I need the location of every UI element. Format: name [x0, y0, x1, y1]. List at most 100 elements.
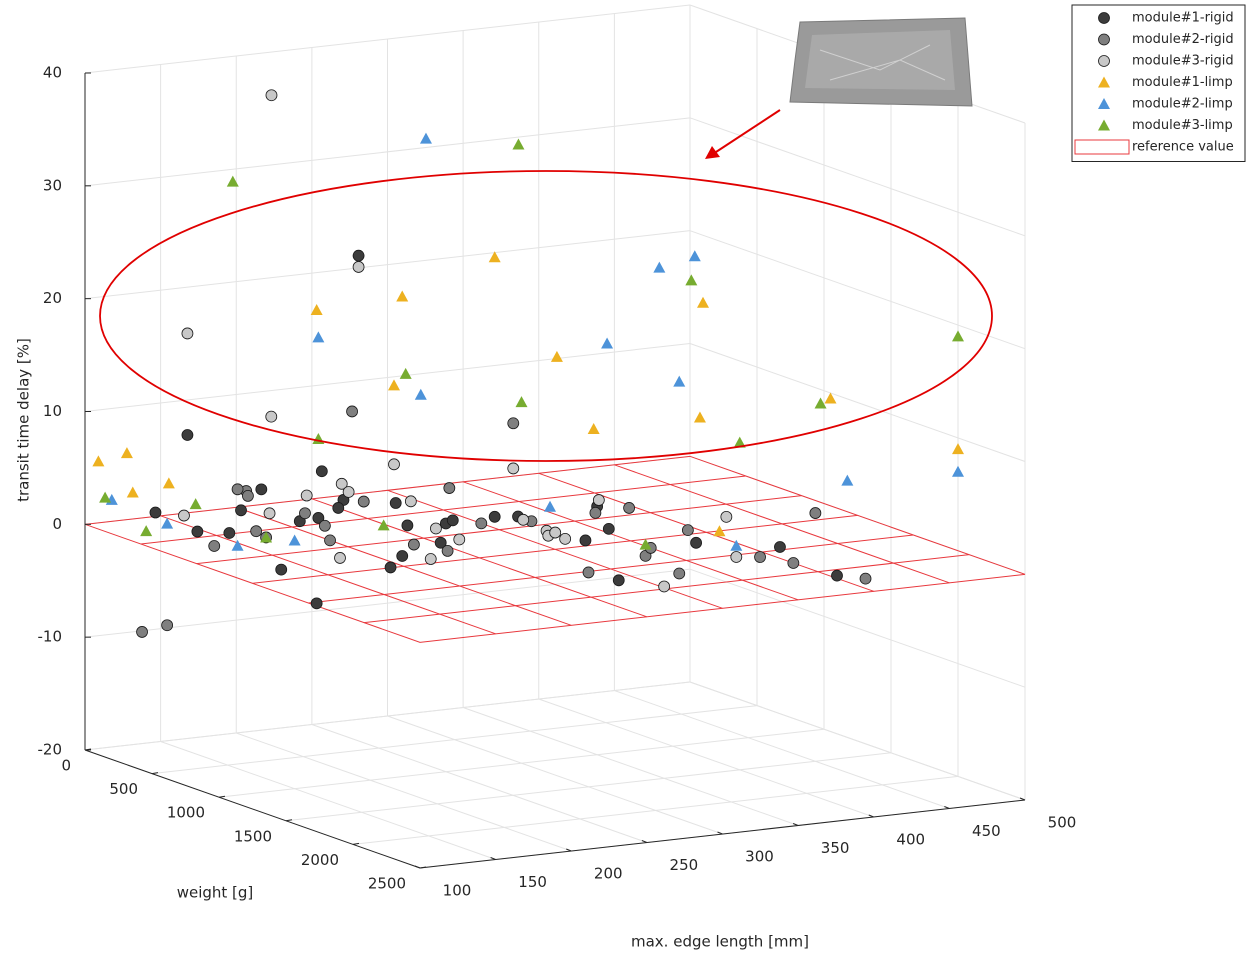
x-tick-label: 250 — [670, 856, 699, 874]
x-tick — [792, 823, 799, 826]
point — [140, 525, 153, 537]
point — [312, 512, 325, 524]
x-tick-label: 350 — [821, 839, 850, 857]
reference-grid — [140, 475, 746, 545]
point — [346, 405, 358, 418]
point — [809, 507, 822, 519]
point — [582, 566, 595, 579]
legend-marker — [1098, 33, 1110, 46]
point — [352, 261, 365, 273]
reference-plane-group — [84, 455, 1026, 643]
point — [419, 132, 432, 144]
point — [831, 569, 843, 582]
legend-label: module#1-rigid — [1132, 11, 1234, 26]
point — [99, 491, 112, 503]
point — [162, 477, 175, 489]
point — [310, 597, 323, 610]
point — [658, 580, 671, 593]
point — [824, 392, 837, 404]
y-tick-label: 1000 — [167, 804, 205, 822]
point — [774, 541, 786, 553]
points — [92, 89, 964, 638]
point — [265, 410, 278, 423]
point — [231, 483, 244, 496]
reference-grid — [196, 495, 802, 565]
point — [260, 531, 273, 543]
point — [235, 504, 247, 517]
grid-line — [285, 752, 892, 822]
point — [515, 396, 528, 408]
point — [612, 574, 625, 587]
point — [191, 525, 204, 538]
legend-label: module#3-rigid — [1132, 54, 1234, 69]
grid-line — [689, 117, 1026, 237]
point — [342, 486, 355, 498]
y-tick — [218, 795, 226, 798]
point — [713, 525, 726, 537]
point — [787, 557, 800, 569]
grid-line — [352, 775, 959, 845]
x-tick-label: 150 — [518, 873, 547, 891]
grid-line — [311, 724, 648, 843]
y-tick-label: 1500 — [234, 827, 272, 845]
z-tick-label: 40 — [43, 64, 62, 82]
point — [488, 510, 501, 523]
grid — [84, 4, 1026, 869]
point — [384, 561, 397, 574]
x-tick — [566, 848, 572, 852]
point — [446, 514, 459, 527]
reference-grid — [308, 534, 914, 604]
point — [507, 462, 520, 475]
point — [414, 388, 427, 400]
point — [673, 567, 686, 580]
legend-swatch — [1074, 139, 1130, 155]
grid-line — [538, 698, 874, 818]
legend-label: reference value — [1132, 140, 1234, 155]
z-tick-label: 20 — [43, 289, 62, 307]
grid-line — [160, 741, 496, 860]
z-axis-label: transit time delay [%] — [15, 338, 33, 502]
point — [255, 483, 268, 496]
point — [178, 509, 190, 522]
point — [126, 486, 139, 498]
point — [263, 507, 276, 520]
point — [475, 517, 488, 530]
legend-label: module#3-limp — [1132, 118, 1233, 133]
point — [507, 417, 520, 430]
y-tick-label: 2500 — [368, 875, 406, 893]
point — [730, 539, 743, 551]
x-axis-label: max. edge length [mm] — [631, 933, 809, 951]
point — [424, 553, 437, 565]
point — [149, 506, 162, 519]
point — [488, 251, 501, 263]
point — [223, 527, 236, 539]
point — [288, 534, 301, 546]
point — [512, 138, 525, 150]
point — [318, 519, 331, 532]
point — [401, 519, 414, 532]
point — [653, 261, 666, 273]
z-tick-label: 0 — [52, 515, 62, 533]
point — [544, 500, 557, 512]
point — [226, 175, 239, 187]
legend-label: module#1-limp — [1132, 75, 1233, 90]
grid-line — [84, 681, 691, 751]
grid-line — [614, 690, 950, 809]
point — [161, 517, 174, 529]
point — [357, 495, 370, 508]
legend-marker — [1098, 119, 1110, 131]
point — [208, 540, 221, 552]
z-tick-label: -10 — [38, 628, 63, 646]
point — [312, 331, 325, 343]
grid-line — [689, 343, 1026, 462]
point — [681, 524, 694, 537]
grid-line — [689, 230, 1026, 350]
point — [434, 536, 447, 549]
point — [559, 532, 572, 545]
grid-line — [236, 732, 572, 852]
point — [315, 465, 328, 478]
point — [377, 519, 390, 531]
point — [120, 447, 133, 459]
